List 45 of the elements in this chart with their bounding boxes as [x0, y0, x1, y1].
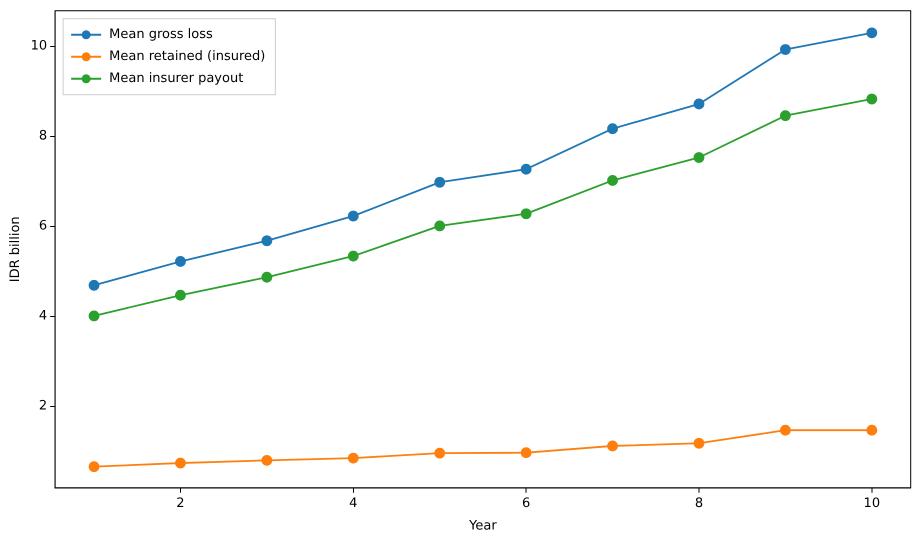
legend-label: Mean retained (insured) [109, 49, 266, 64]
y-tick-label: 4 [38, 308, 48, 324]
point [175, 256, 186, 267]
point [694, 438, 704, 449]
point [607, 440, 618, 452]
legend-label: Mean insurer payout [109, 71, 244, 86]
point [780, 424, 791, 436]
point [694, 98, 704, 110]
point [866, 94, 878, 104]
point [175, 290, 186, 301]
point [348, 250, 359, 262]
point [607, 123, 618, 134]
x-tick-label: 6 [522, 496, 530, 511]
y-tick-label: 2 [38, 398, 48, 414]
x-tick-label: 4 [349, 496, 358, 511]
point [607, 175, 618, 186]
x-axis-title: Year [468, 518, 498, 534]
point [88, 461, 100, 472]
point [348, 210, 359, 222]
point [434, 176, 446, 188]
point [866, 424, 878, 436]
point [175, 458, 186, 468]
x-tick-label: 2 [176, 496, 185, 511]
point [520, 208, 532, 220]
point [434, 220, 446, 232]
point [88, 310, 100, 322]
point [520, 164, 532, 175]
point [866, 27, 878, 38]
y-tick-label: 8 [38, 128, 48, 144]
y-tick-label: 6 [38, 218, 48, 234]
point [261, 454, 272, 466]
point [348, 452, 359, 464]
point [261, 272, 272, 283]
x-tick-label: 10 [864, 496, 880, 511]
point [694, 152, 704, 163]
y-axis-title: IDR billion [8, 216, 24, 282]
point [88, 280, 100, 291]
point [780, 44, 791, 55]
x-tick-label: 8 [694, 496, 704, 511]
legend-label: Mean gross loss [109, 27, 213, 42]
y-tick-label: 10 [30, 38, 48, 54]
point [434, 448, 446, 459]
point [520, 447, 532, 458]
point [780, 110, 791, 122]
point [261, 235, 272, 246]
